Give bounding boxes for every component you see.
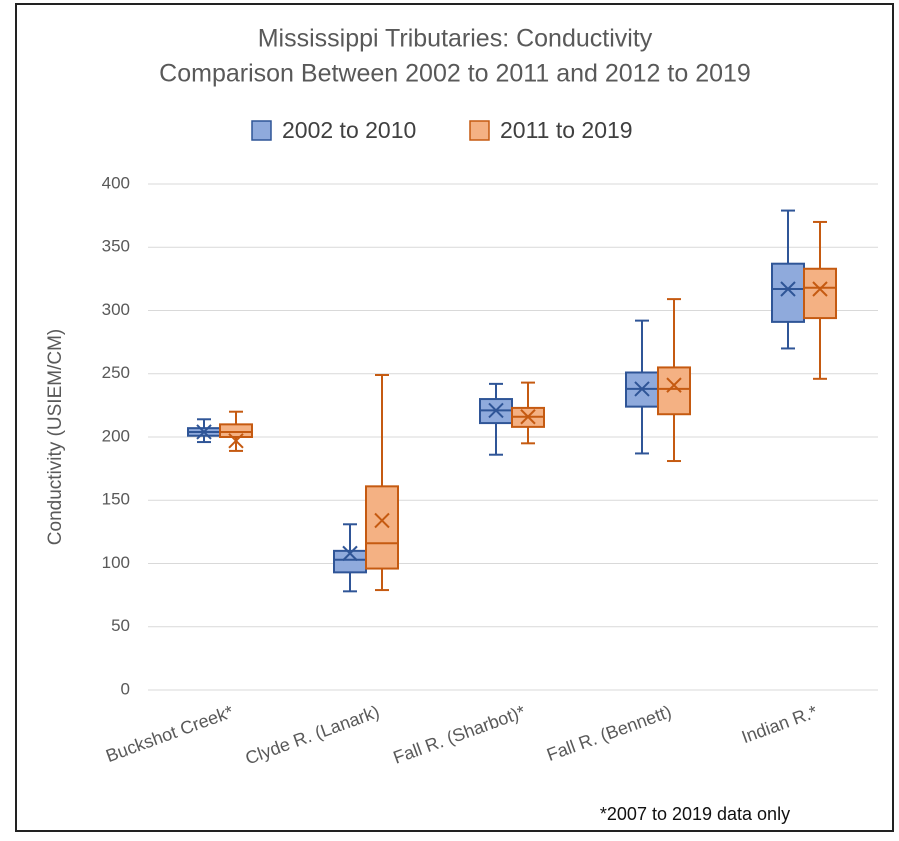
chart-border <box>15 3 894 832</box>
chart-title: Comparison Between 2002 to 2011 and 2012… <box>159 60 751 88</box>
y-tick-label: 150 <box>102 490 130 509</box>
mean-marker <box>634 381 650 397</box>
mean-marker <box>666 377 682 393</box>
mean-marker <box>812 281 828 297</box>
legend-label: 2002 to 2010 <box>282 117 416 143</box>
mean-marker <box>374 512 390 529</box>
mean-marker <box>196 424 212 440</box>
mean-marker <box>520 409 536 425</box>
y-tick-label: 300 <box>102 300 130 319</box>
y-tick-label: 0 <box>121 679 130 698</box>
legend-label: 2011 to 2019 <box>500 117 633 143</box>
legend-swatch <box>251 120 272 141</box>
box <box>657 366 691 416</box>
y-tick-label: 50 <box>111 616 130 635</box>
mean-marker <box>780 281 796 297</box>
mean-marker <box>488 402 504 419</box>
chart-title: Mississippi Tributaries: Conductivity <box>258 25 653 53</box>
footnote: *2007 to 2019 data only <box>600 804 790 824</box>
y-tick-label: 100 <box>102 553 130 572</box>
y-tick-label: 400 <box>102 173 130 192</box>
box <box>219 423 253 439</box>
legend-swatch <box>469 120 490 141</box>
box <box>365 485 399 570</box>
y-tick-label: 250 <box>102 363 130 382</box>
y-axis-label: Conductivity (USIEM/CM) <box>45 329 66 545</box>
y-tick-label: 200 <box>102 426 130 445</box>
box <box>803 267 837 320</box>
mean-marker <box>342 545 358 562</box>
mean-marker <box>228 433 244 449</box>
y-tick-label: 350 <box>102 237 130 256</box>
box <box>771 262 805 323</box>
